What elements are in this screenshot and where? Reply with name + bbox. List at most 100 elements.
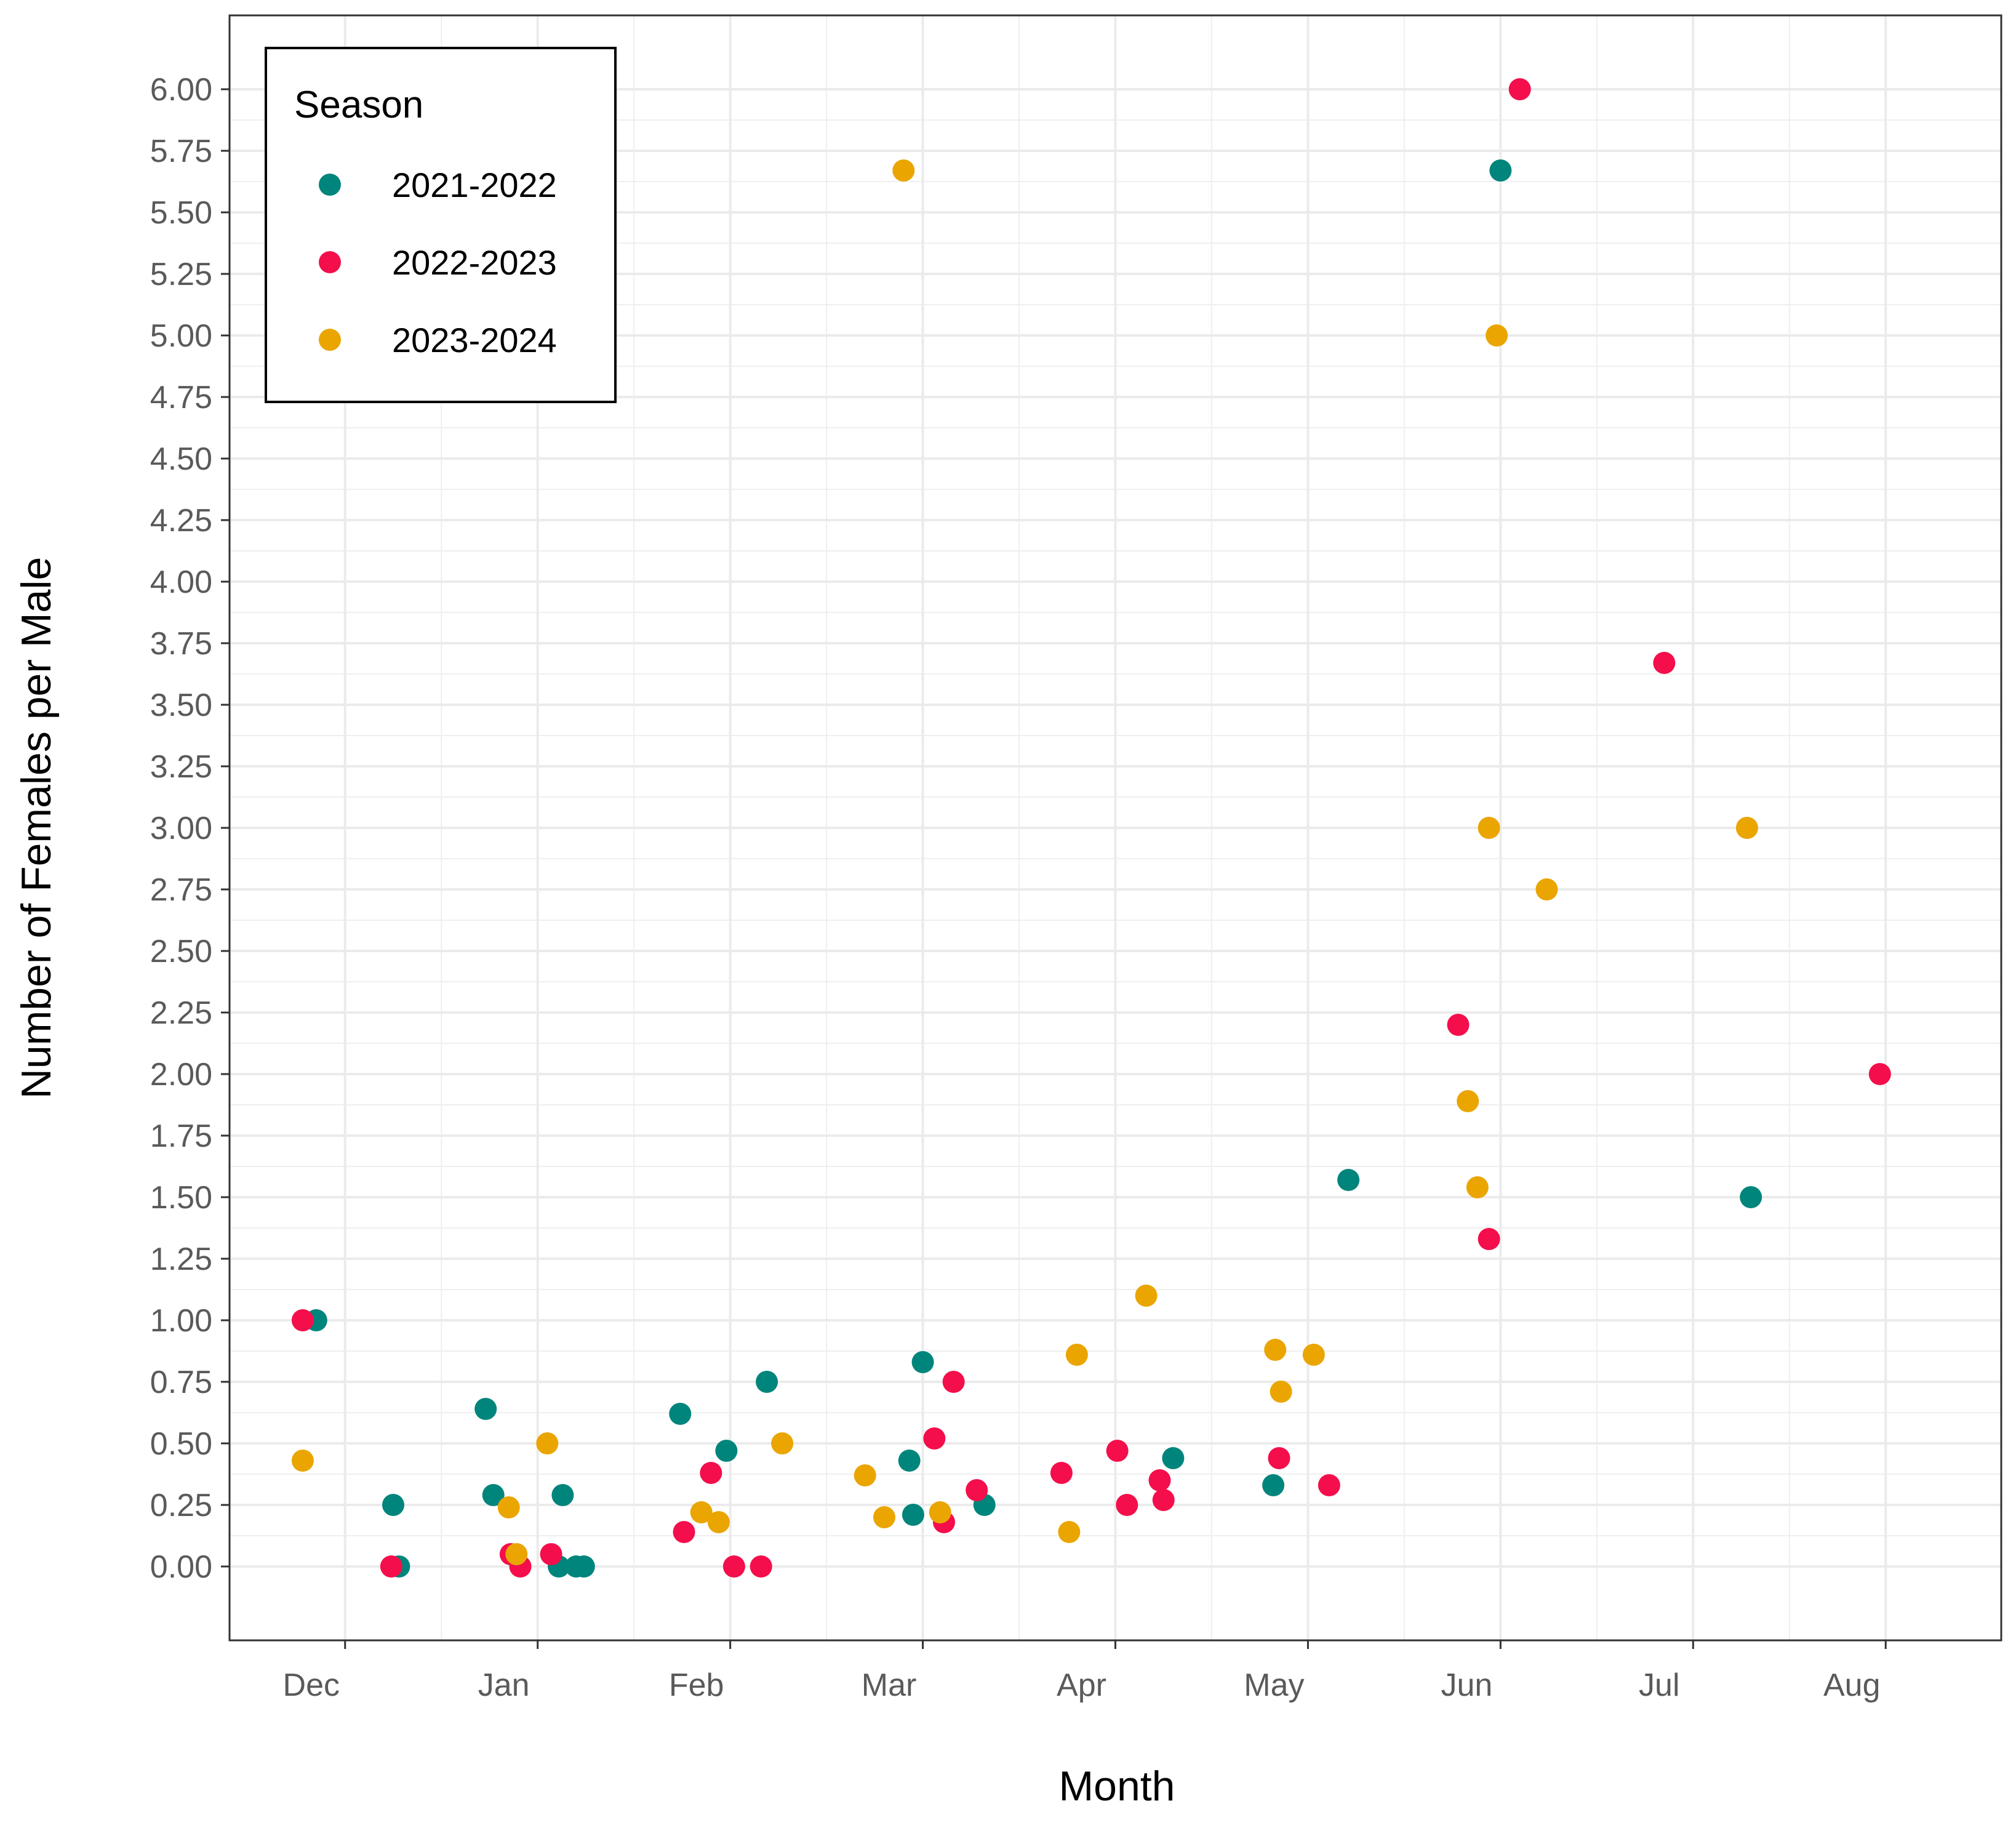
data-point-2022-2023 [540,1543,562,1565]
y-tick-label: 0.75 [150,1365,212,1400]
data-point-2021-2022 [756,1371,778,1393]
data-point-2022-2023 [750,1555,772,1578]
data-point-2021-2022 [669,1403,692,1425]
data-point-2023-2024 [1486,324,1508,347]
legend-key-2022-2023 [319,251,341,273]
data-point-2023-2024 [1264,1339,1287,1361]
data-point-2021-2022 [898,1450,921,1472]
data-points [291,78,1891,1578]
data-point-2023-2024 [873,1506,895,1528]
x-tick-label: Aug [1823,1667,1881,1703]
y-tick-label: 0.50 [150,1426,212,1462]
data-point-2023-2024 [1302,1344,1325,1366]
data-point-2023-2024 [892,159,915,182]
data-point-2021-2022 [911,1351,934,1373]
data-point-2023-2024 [1457,1090,1479,1112]
y-tick-label: 1.00 [150,1303,212,1339]
legend: Season 2021-2022 2022-2023 2023-2024 [265,47,617,403]
y-tick-label: 4.00 [150,564,212,600]
y-tick-label: 1.75 [150,1118,212,1154]
y-tick-label: 3.50 [150,688,212,723]
data-point-2023-2024 [854,1464,876,1486]
data-point-2022-2023 [700,1462,722,1484]
data-point-2023-2024 [771,1432,794,1454]
x-tick-label: Mar [862,1667,917,1703]
y-tick-label: 3.25 [150,749,212,785]
y-tick-label: 5.25 [150,257,212,292]
y-tick-label: 2.00 [150,1057,212,1093]
x-tick-label: Dec [283,1667,340,1703]
data-point-2022-2023 [1318,1474,1340,1496]
data-point-2021-2022 [572,1555,595,1578]
data-point-2022-2023 [942,1371,965,1393]
data-point-2022-2023 [1116,1494,1138,1516]
data-point-2022-2023 [923,1427,946,1450]
data-point-2022-2023 [1106,1440,1129,1462]
data-point-2023-2024 [1270,1381,1292,1403]
data-point-2021-2022 [902,1504,924,1526]
y-tick-label: 4.50 [150,441,212,477]
y-tick-label: 3.00 [150,811,212,846]
data-point-2022-2023 [1447,1014,1470,1036]
data-point-2021-2022 [482,1484,505,1506]
data-point-2023-2024 [536,1432,559,1454]
data-point-2023-2024 [707,1511,730,1533]
data-point-2021-2022 [1262,1474,1285,1496]
data-point-2021-2022 [474,1398,497,1420]
data-point-2021-2022 [715,1440,738,1462]
data-point-2022-2023 [1152,1489,1175,1511]
legend-key-2021-2022 [319,174,341,196]
data-point-2021-2022 [551,1484,574,1506]
y-tick-label: 4.75 [150,380,212,415]
y-tick-label: 2.50 [150,934,212,969]
x-axis: Dec Jan Feb Mar Apr May Jun Jul Aug [283,1640,1887,1703]
data-point-2022-2023 [1653,652,1676,674]
data-point-2023-2024 [1065,1344,1088,1366]
data-point-2023-2024 [1058,1521,1081,1543]
y-tick-label: 1.50 [150,1180,212,1216]
legend-label-2021-2022: 2021-2022 [392,166,557,204]
data-point-2022-2023 [1050,1462,1073,1484]
legend-label-2023-2024: 2023-2024 [392,321,557,359]
x-tick-label: Jul [1639,1667,1679,1703]
y-tick-label: 0.25 [150,1488,212,1523]
legend-entries: 2021-2022 2022-2023 2023-2024 [319,166,557,359]
x-tick-label: Apr [1057,1667,1106,1703]
data-point-2023-2024 [929,1501,951,1523]
data-point-2023-2024 [690,1501,713,1523]
y-tick-label: 2.75 [150,872,212,908]
y-tick-label: 6.00 [150,72,212,108]
data-point-2022-2023 [722,1555,745,1578]
data-point-2022-2023 [1868,1063,1891,1085]
data-point-2023-2024 [1135,1285,1158,1307]
data-point-2023-2024 [1735,817,1758,839]
data-point-2021-2022 [1740,1186,1762,1208]
x-tick-label: May [1244,1667,1304,1703]
legend-key-2023-2024 [319,329,341,351]
data-point-2021-2022 [382,1494,404,1516]
data-point-2021-2022 [1489,159,1512,182]
data-point-2023-2024 [1478,817,1500,839]
data-point-2023-2024 [1535,878,1558,900]
x-tick-label: Jan [478,1667,530,1703]
y-axis: 0.00 0.25 0.50 0.75 1.00 1.25 1.50 1.75 2.00 2.25… [150,72,230,1585]
data-point-2022-2023 [1508,78,1531,100]
data-point-2021-2022 [1162,1447,1185,1469]
y-tick-label: 1.25 [150,1241,212,1277]
x-tick-label: Feb [669,1667,724,1703]
y-tick-label: 5.75 [150,134,212,169]
data-point-2022-2023 [1268,1447,1290,1469]
data-point-2022-2023 [380,1555,402,1578]
data-point-2022-2023 [1478,1228,1500,1250]
data-point-2023-2024 [505,1543,528,1565]
data-point-2023-2024 [1466,1176,1489,1198]
y-tick-label: 5.50 [150,195,212,231]
x-tick-label: Jun [1441,1667,1492,1703]
data-point-2022-2023 [673,1521,695,1543]
data-point-2022-2023 [966,1479,988,1501]
data-point-2022-2023 [291,1309,314,1331]
data-point-2021-2022 [1337,1169,1360,1191]
data-point-2023-2024 [291,1450,314,1472]
